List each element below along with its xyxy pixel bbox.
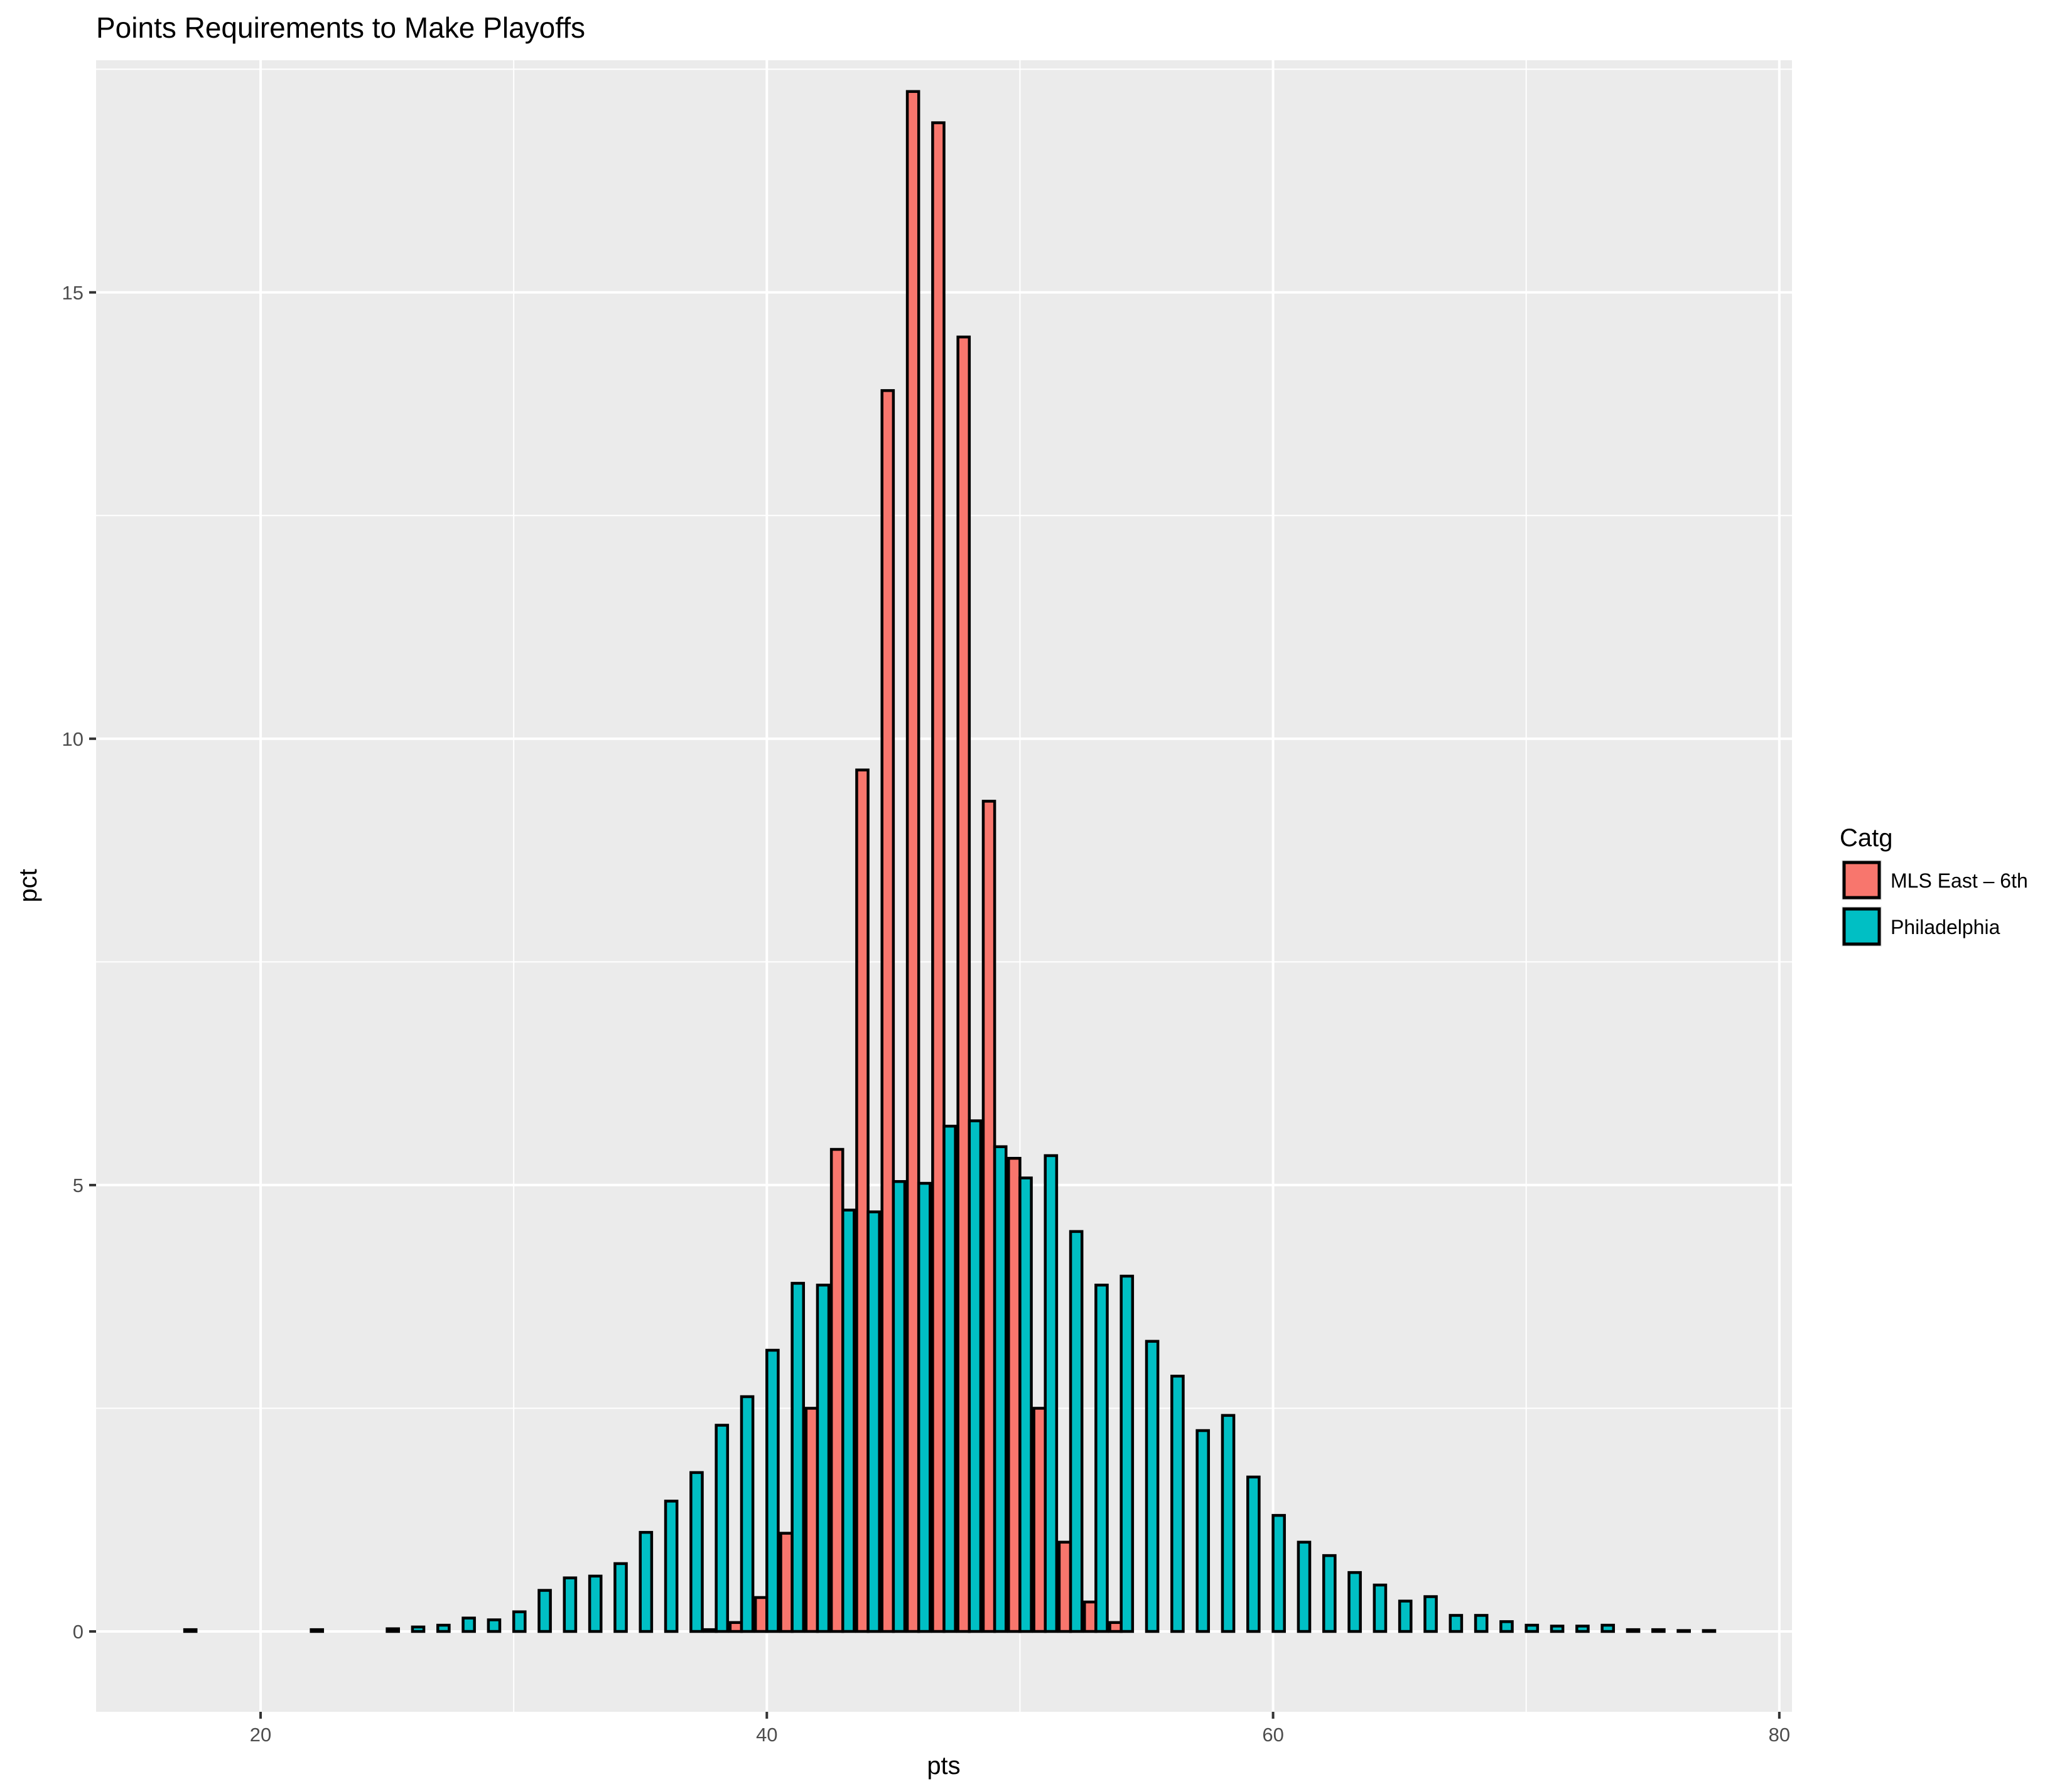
bar-mls-east-6th-50 [1007, 1157, 1022, 1633]
bar-mls-east-6th-53 [1082, 1600, 1098, 1633]
y-tick-label: 10 [62, 728, 84, 750]
bar-mls-east-6th-54 [1108, 1621, 1123, 1633]
bar-philadelphia-68 [1474, 1614, 1489, 1633]
bar-philadelphia-57 [1195, 1429, 1211, 1633]
bar-philadelphia-32 [563, 1576, 578, 1633]
bar-philadelphia-44 [866, 1210, 881, 1633]
y-axis-title: pct [14, 869, 42, 902]
bar-philadelphia-31 [537, 1589, 552, 1633]
bar-philadelphia-37 [689, 1471, 704, 1633]
bar-philadelphia-47 [942, 1124, 957, 1633]
bar-philadelphia-54 [1120, 1274, 1135, 1633]
y-tick-label: 5 [73, 1174, 84, 1196]
legend-title: Catg [1840, 824, 1893, 852]
bar-philadelphia-65 [1398, 1599, 1413, 1633]
bar-philadelphia-61 [1297, 1540, 1312, 1633]
bar-philadelphia-51 [1044, 1154, 1059, 1633]
bar-philadelphia-35 [639, 1530, 654, 1633]
y-axis: 0 5 10 15 [62, 282, 96, 1643]
bar-mls-east-6th-41 [779, 1532, 794, 1633]
bar-philadelphia-49 [993, 1145, 1008, 1633]
legend-item-mls-east-6th: MLS East – 6th [1842, 860, 2028, 900]
bar-philadelphia-41 [790, 1282, 806, 1633]
bar-philadelphia-27 [436, 1623, 451, 1633]
legend: Catg MLS East – 6th Philadelphia [1840, 824, 2028, 947]
bar-philadelphia-62 [1322, 1554, 1337, 1633]
bar-philadelphia-22 [310, 1628, 325, 1633]
bar-mls-east-6th-51 [1032, 1407, 1047, 1633]
legend-swatch-mls-east-6th [1842, 861, 1881, 900]
bar-philadelphia-36 [664, 1500, 679, 1633]
bar-philadelphia-56 [1170, 1375, 1185, 1633]
bar-mls-east-6th-46 [905, 90, 920, 1633]
series-philadelphia [183, 1119, 1717, 1633]
bar-philadelphia-50 [1018, 1176, 1033, 1633]
bar-philadelphia-43 [841, 1208, 856, 1633]
bar-philadelphia-72 [1575, 1625, 1590, 1633]
bar-mls-east-6th-49 [981, 800, 996, 1633]
legend-label-philadelphia: Philadelphia [1891, 916, 2000, 938]
bar-philadelphia-70 [1524, 1623, 1540, 1633]
bar-philadelphia-29 [487, 1618, 502, 1633]
x-tick-label: 60 [1262, 1724, 1283, 1746]
bar-philadelphia-33 [588, 1574, 603, 1633]
bar-philadelphia-63 [1347, 1571, 1362, 1633]
bar-philadelphia-75 [1651, 1628, 1666, 1633]
legend-swatch-philadelphia [1842, 907, 1881, 946]
y-tick-label: 0 [73, 1621, 84, 1643]
legend-item-philadelphia: Philadelphia [1842, 906, 2000, 947]
bar-philadelphia-30 [512, 1610, 527, 1633]
bar-philadelphia-67 [1449, 1614, 1464, 1633]
chart-title: Points Requirements to Make Playoffs [96, 11, 585, 44]
bar-mls-east-6th-40 [753, 1596, 769, 1633]
bar-philadelphia-58 [1221, 1414, 1236, 1633]
bar-philadelphia-73 [1600, 1623, 1616, 1633]
bar-philadelphia-59 [1246, 1475, 1261, 1633]
legend-label-mls-east-6th: MLS East – 6th [1891, 869, 2028, 892]
x-tick-label: 80 [1769, 1724, 1790, 1746]
bar-philadelphia-64 [1373, 1583, 1388, 1633]
bar-philadelphia-39 [740, 1395, 755, 1633]
bar-philadelphia-48 [968, 1119, 983, 1633]
bar-philadelphia-42 [816, 1283, 831, 1633]
bar-philadelphia-55 [1145, 1340, 1160, 1633]
series-mls-east-6th [703, 90, 1123, 1633]
x-axis: 20 40 60 80 [250, 1712, 1790, 1746]
bar-mls-east-6th-48 [956, 335, 971, 1633]
bar-philadelphia-74 [1626, 1628, 1641, 1633]
bar-mls-east-6th-39 [728, 1621, 743, 1633]
bar-philadelphia-53 [1094, 1283, 1109, 1633]
bar-mls-east-6th-45 [880, 389, 895, 1633]
bar-philadelphia-60 [1271, 1513, 1286, 1633]
bar-philadelphia-28 [461, 1616, 476, 1633]
x-tick-label: 20 [250, 1724, 271, 1746]
bars [183, 90, 1717, 1633]
bar-mls-east-6th-42 [804, 1407, 819, 1633]
bar-mls-east-6th-43 [829, 1147, 844, 1633]
bar-philadelphia-66 [1423, 1595, 1438, 1633]
bar-philadelphia-34 [613, 1562, 628, 1633]
x-tick-label: 40 [756, 1724, 777, 1746]
y-tick-label: 15 [62, 282, 84, 304]
bar-philadelphia-17 [183, 1628, 198, 1633]
bar-mls-east-6th-38 [703, 1628, 718, 1633]
bar-philadelphia-69 [1499, 1620, 1514, 1633]
bar-philadelphia-52 [1069, 1230, 1084, 1633]
bar-philadelphia-46 [917, 1181, 932, 1633]
bar-philadelphia-45 [892, 1179, 907, 1633]
x-axis-title: pts [927, 1752, 960, 1780]
bar-philadelphia-25 [386, 1627, 400, 1633]
bar-philadelphia-26 [411, 1625, 426, 1633]
bar-mls-east-6th-52 [1057, 1540, 1072, 1633]
bar-philadelphia-40 [765, 1348, 780, 1633]
bar-philadelphia-38 [715, 1424, 730, 1633]
bar-mls-east-6th-47 [931, 121, 946, 1633]
bar-philadelphia-71 [1550, 1625, 1565, 1633]
bar-mls-east-6th-44 [855, 768, 870, 1633]
